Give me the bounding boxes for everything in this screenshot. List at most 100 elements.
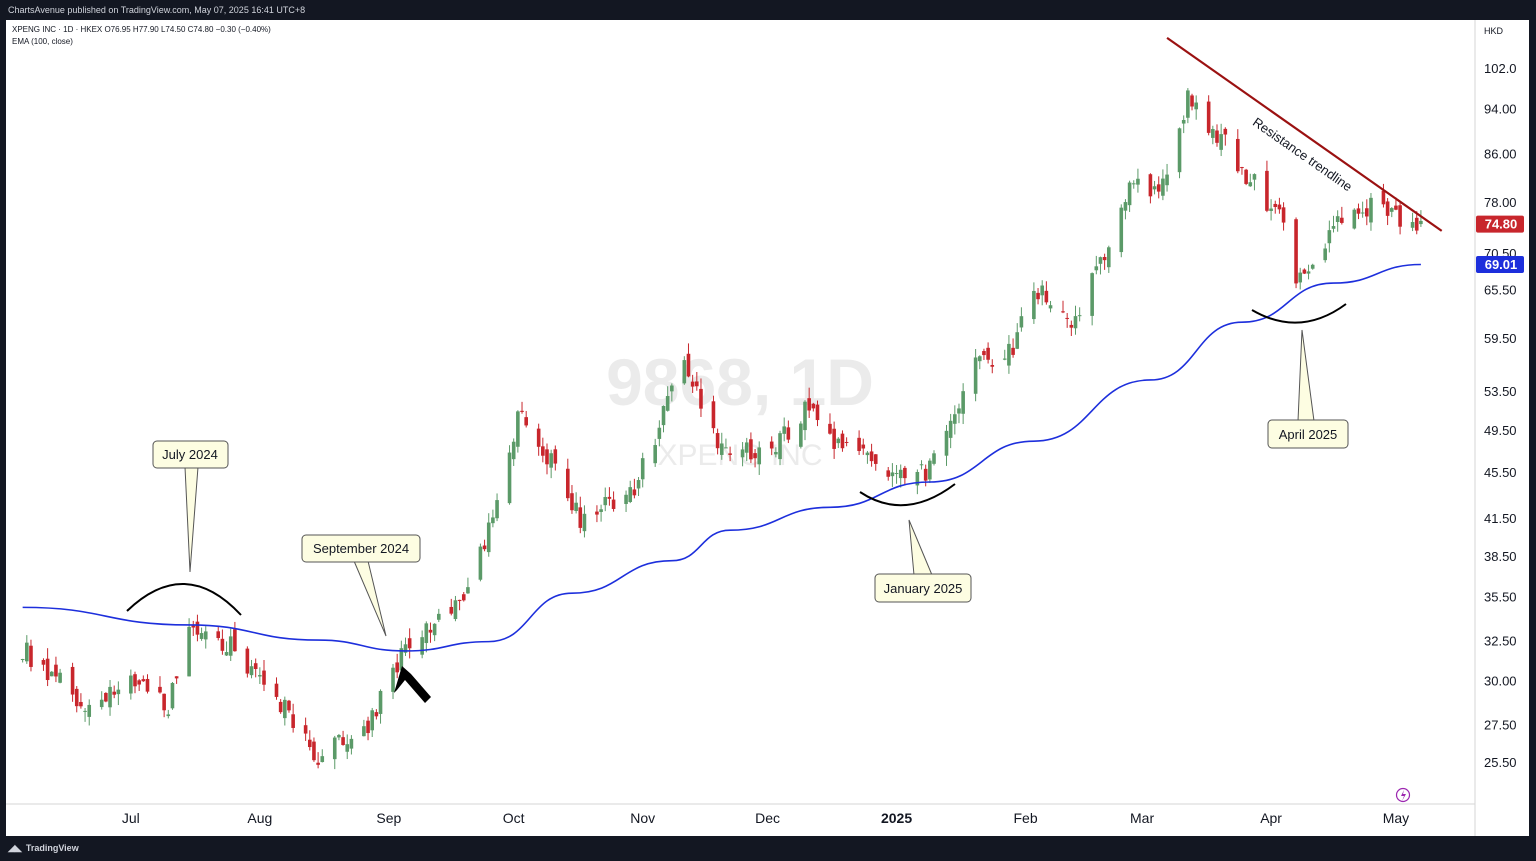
price-tick-label: 35.50 <box>1484 589 1517 604</box>
candle-body <box>957 408 961 414</box>
currency-label: HKD <box>1484 26 1504 36</box>
candle-body <box>961 391 965 414</box>
candle-body <box>108 686 112 708</box>
legend-symbol-line: XPENG INC · 1D · HKEX O76.95 H77.90 L74.… <box>12 25 271 34</box>
candle-body <box>1194 102 1198 110</box>
candle-body <box>857 437 861 452</box>
candle-body <box>424 623 429 644</box>
time-tick-label: Sep <box>376 810 401 826</box>
candle-body <box>536 428 541 447</box>
candle-body <box>420 637 424 655</box>
price-tick-label: 38.50 <box>1484 549 1517 564</box>
candle-body <box>145 678 150 692</box>
candle-body <box>953 414 957 424</box>
candle-body <box>1119 207 1124 253</box>
candle-body <box>303 725 308 734</box>
time-ticks: Jul Aug Sep Oct Nov Dec 2025 Feb Mar Apr May <box>122 810 1409 826</box>
candle-body <box>1098 257 1103 264</box>
price-tick-label: 86.00 <box>1484 146 1517 161</box>
candle-body <box>582 513 587 532</box>
candle-body <box>973 357 978 394</box>
candle-body <box>1310 264 1315 269</box>
candle-body <box>1235 138 1240 172</box>
candle-body <box>166 714 171 717</box>
candle-body <box>41 660 46 665</box>
publisher-text: ChartsAvenue published on TradingView.co… <box>8 5 306 15</box>
candle-body <box>245 648 250 674</box>
watermark-name: XPENG INC <box>657 439 822 472</box>
candle-body <box>220 638 225 651</box>
candle-body <box>482 545 487 550</box>
candle-body <box>632 489 637 496</box>
candle-body <box>832 428 836 449</box>
candle-body <box>1369 197 1373 223</box>
candle-body <box>890 472 895 477</box>
candle-body <box>1385 201 1390 216</box>
publisher-bar: ChartsAvenue published on TradingView.co… <box>0 0 1536 20</box>
candle-body <box>1381 190 1386 205</box>
candle-body <box>844 441 849 443</box>
candle-body <box>549 453 553 468</box>
price-chart[interactable]: 9868, 1D XPENG INC Resistance trendline … <box>0 20 1536 836</box>
candle-body <box>104 692 108 702</box>
callout-january-pointer <box>908 519 933 576</box>
tradingview-logo-icon: ◢◣ <box>8 843 22 853</box>
candle-body <box>782 426 786 434</box>
candle-body <box>191 625 196 628</box>
callout-july-pointer <box>184 466 199 573</box>
candle-body <box>74 688 79 707</box>
candle-body <box>332 737 337 760</box>
candle-body <box>774 451 778 455</box>
candle-body <box>162 693 166 711</box>
lightning-icon[interactable] <box>1395 787 1411 803</box>
candle-body <box>58 672 62 683</box>
candle-body <box>903 467 907 479</box>
price-tick-label: 30.00 <box>1484 674 1517 689</box>
callout-january-text: January 2025 <box>884 581 963 596</box>
candle-body <box>990 365 995 367</box>
candle-body <box>187 626 191 677</box>
time-tick-label: Aug <box>247 810 272 826</box>
candle-body <box>1036 292 1040 300</box>
candle-body <box>391 667 395 692</box>
candle-body <box>570 493 574 511</box>
arrow-pointer-icon <box>394 666 431 703</box>
candle-body <box>258 675 262 677</box>
footer-bar: ◢◣ TradingView <box>0 836 1536 861</box>
candle-body <box>740 449 745 458</box>
candle-body <box>129 675 133 694</box>
candle-body <box>1148 174 1153 197</box>
candle-body <box>565 468 570 499</box>
time-tick-label: Nov <box>630 810 655 826</box>
candle-body <box>1294 219 1298 284</box>
candle-body <box>1265 170 1269 211</box>
candle-body <box>436 613 441 620</box>
candle-body <box>928 460 932 480</box>
candle-body <box>1073 316 1078 329</box>
ema-tag-box <box>1476 256 1524 274</box>
candle-body <box>174 676 179 679</box>
candle-body <box>1206 101 1211 133</box>
candle-body <box>894 473 899 475</box>
candle-body <box>686 353 691 377</box>
candle-body <box>366 720 370 734</box>
candle-body <box>1302 269 1307 274</box>
candle-body <box>141 679 146 682</box>
candle-body <box>977 356 982 362</box>
candle-body <box>1419 220 1423 225</box>
candle-body <box>599 509 603 512</box>
candle-body <box>1123 202 1128 211</box>
candle-body <box>1219 134 1223 150</box>
candle-body <box>1365 208 1369 217</box>
price-axis[interactable]: HKD 102.094.0086.0078.0070.5065.5059.505… <box>1474 20 1524 836</box>
time-tick-label: Apr <box>1260 810 1282 826</box>
candle-body <box>1077 315 1082 317</box>
candle-body <box>79 701 83 707</box>
callout-july-box <box>152 440 229 469</box>
candle-body <box>133 674 137 687</box>
time-axis[interactable]: Jul Aug Sep Oct Nov Dec 2025 Feb Mar Apr May <box>6 803 1475 826</box>
candle-body <box>83 710 87 712</box>
candle-body <box>728 453 732 455</box>
legend-ema-line: EMA (100, close) <box>12 37 73 46</box>
candle-body <box>640 458 645 480</box>
